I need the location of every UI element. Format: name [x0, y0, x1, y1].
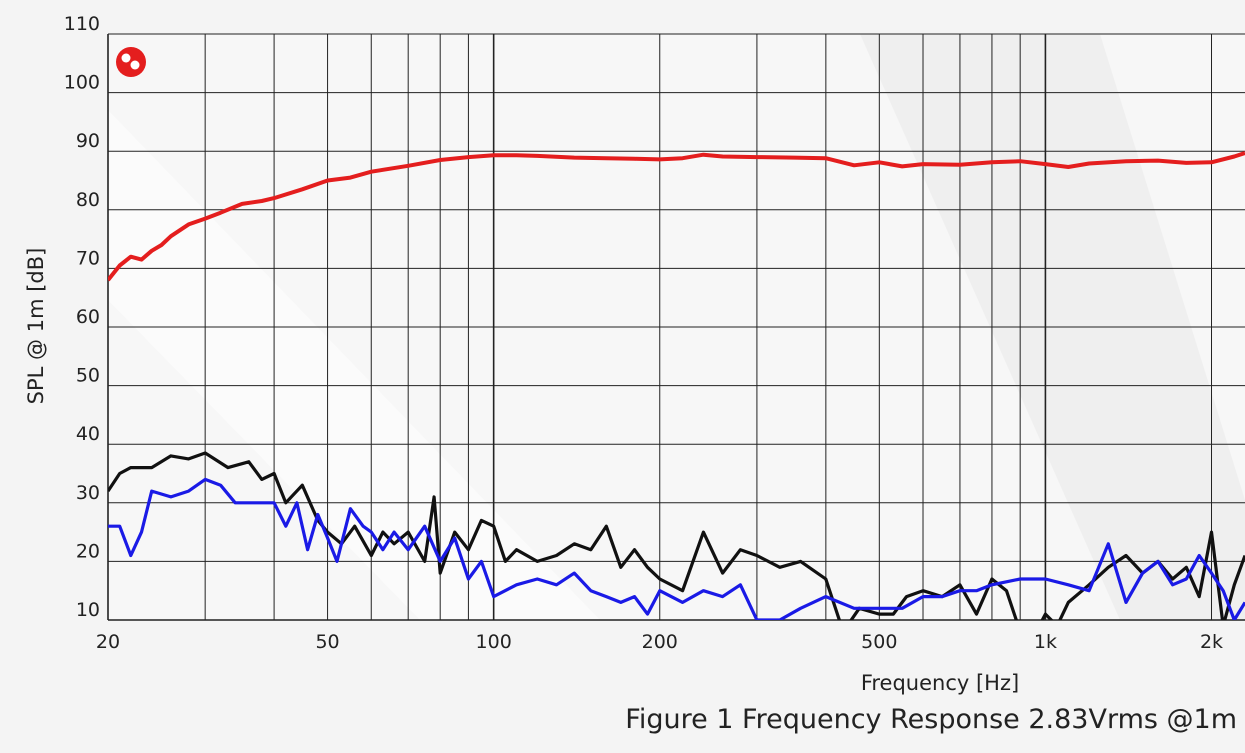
y-tick-label: 110 — [64, 13, 100, 35]
series-line-2 — [108, 451, 1245, 620]
y-tick-label: 50 — [76, 365, 100, 387]
x-axis-ticks: 20 50 100 200 500 1k 2k — [96, 631, 1223, 653]
x-tick-label: 2k — [1200, 631, 1223, 653]
red-circle-logo-icon — [116, 47, 146, 77]
y-axis-ticks: 10 20 30 40 50 60 70 80 90 100 110 — [64, 13, 100, 621]
y-tick-label: 70 — [76, 247, 100, 269]
y-tick-label: 20 — [76, 540, 100, 562]
x-tick-label: 100 — [476, 631, 512, 653]
y-tick-label: 40 — [76, 423, 100, 445]
y-axis-label: SPL @ 1m [dB] — [24, 248, 48, 405]
x-tick-label: 500 — [861, 631, 897, 653]
x-tick-label: 50 — [315, 631, 339, 653]
y-tick-label: 60 — [76, 306, 100, 328]
series-line-3 — [108, 477, 1245, 620]
series-line-1 — [108, 151, 1245, 282]
x-axis-label: Frequency [Hz] — [861, 671, 1019, 695]
x-tick-label: 200 — [642, 631, 678, 653]
x-tick-label: 20 — [96, 631, 120, 653]
y-tick-label: 100 — [64, 72, 100, 94]
grid — [107, 33, 1245, 621]
series-layer — [108, 151, 1245, 620]
x-tick-label: 1k — [1034, 631, 1057, 653]
y-tick-label: 10 — [76, 599, 100, 621]
y-tick-label: 90 — [76, 130, 100, 152]
y-tick-label: 80 — [76, 189, 100, 211]
y-tick-label: 30 — [76, 482, 100, 504]
figure-caption: Figure 1 Frequency Response 2.83Vrms @1m — [625, 704, 1237, 735]
